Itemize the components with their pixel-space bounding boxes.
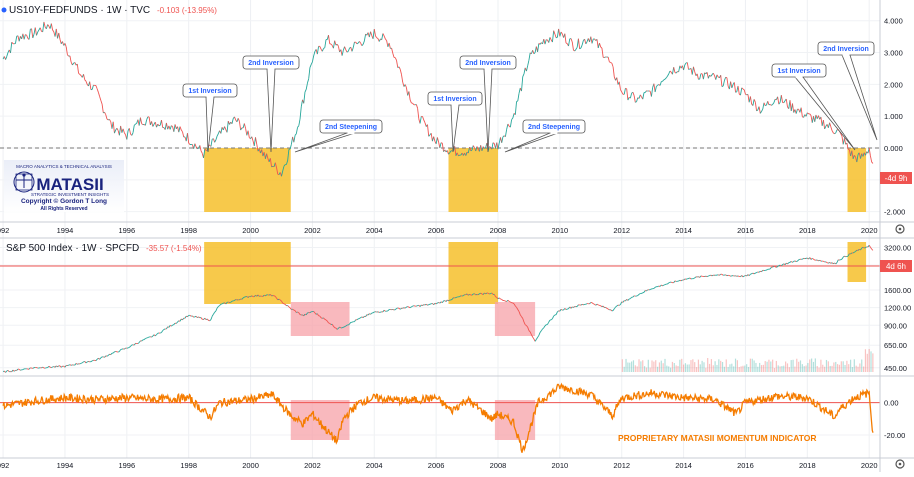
gear-icon[interactable]: [896, 225, 904, 233]
price-axis-tick: 4.000: [884, 17, 903, 26]
panel3-background: [0, 378, 880, 458]
price-axis-tick: 3.000: [884, 49, 903, 58]
time-axis-tick: 2000: [242, 226, 259, 235]
price-axis-tick: -20.00: [884, 431, 905, 440]
time-axis-tick: 2010: [552, 461, 569, 470]
inversion-zone-panel2: [204, 242, 291, 304]
inversion-zone-panel2: [449, 242, 498, 304]
price-axis-tick: 0.000: [884, 144, 903, 153]
panel1-interval: 1W: [106, 5, 122, 16]
time-axis-tick: 2018: [799, 226, 816, 235]
logo-tagline: MACRO ANALYTICS & TECHNICAL ANALYSIS: [16, 164, 112, 169]
logo-rights: All Rights Reserved: [40, 206, 87, 212]
callout-label: 1st Inversion: [777, 68, 820, 75]
matasii-logo: MACRO ANALYTICS & TECHNICAL ANALYSIS MAT…: [4, 160, 124, 212]
recession-zone-panel2: [291, 302, 350, 336]
time-axis-tick: 1994: [57, 461, 74, 470]
callout-label: 2nd Steepening: [325, 124, 377, 131]
time-axis-tick: 2008: [490, 461, 507, 470]
price-axis-panel3[interactable]: 0.00 -20.00: [884, 399, 905, 440]
legend-panel1[interactable]: US10Y-FEDFUNDS · 1W · TVC -0.103 (-13.95…: [2, 5, 218, 16]
panel2-background: [0, 240, 880, 374]
svg-text:US10Y-FEDFUNDS ·: US10Y-FEDFUNDS · 1W · TVC -0.103 (-13.95…: [9, 5, 217, 16]
callout-label: 1st Inversion: [433, 96, 476, 103]
time-axis-tick: 2004: [366, 226, 383, 235]
price-axis-tick: 450.00: [884, 364, 907, 373]
price-axis-tick: 0.00: [884, 399, 899, 408]
price-axis-tick: 1.000: [884, 112, 903, 121]
time-axis-tick: 1994: [57, 226, 74, 235]
time-axis-tick: 2020: [861, 461, 878, 470]
callout-label: 2nd Inversion: [823, 46, 869, 53]
time-axis-tick: 1996: [118, 461, 135, 470]
time-axis-tick: 2012: [613, 461, 630, 470]
time-axis-tick: 2018: [799, 461, 816, 470]
panel2-interval: 1W: [81, 243, 97, 254]
callout-label: 1st Inversion: [188, 88, 231, 95]
time-axis-bottom[interactable]: 992 1994 1996 1998 2000 2002 2004 2006 2008 2010 2…: [0, 461, 878, 470]
time-axis-tick: 2014: [675, 461, 692, 470]
time-axis-tick: 2004: [366, 461, 383, 470]
callout-label: 2nd Inversion: [248, 60, 294, 67]
price-axis-tick: 3200.00: [884, 243, 911, 252]
time-axis-tick: 992: [0, 461, 9, 470]
time-axis-tick: 1998: [180, 461, 197, 470]
time-axis-tick: 2006: [428, 226, 445, 235]
callout-label: 2nd Inversion: [465, 60, 511, 67]
logo-copyright: Copyright © Gordon T Long: [21, 197, 107, 205]
time-axis-tick: 1998: [180, 226, 197, 235]
price-axis-tick: 650.00: [884, 341, 907, 350]
time-axis-tick: 2016: [737, 461, 754, 470]
time-axis-tick: 2012: [613, 226, 630, 235]
momentum-indicator-label: PROPRIETARY MATASII MOMENTUM INDICATOR: [618, 433, 817, 443]
callout-label: 2nd Steepening: [528, 124, 580, 131]
panel2-change: -35.57 (-1.54%): [146, 244, 202, 253]
gear-icon[interactable]: [896, 460, 904, 468]
inversion-zone-panel1: [848, 148, 867, 212]
legend-panel2[interactable]: S&P 500 Index · 1W · SPCFD -35.57 (-1.54…: [6, 243, 202, 254]
panel1-change: -0.103 (-13.95%): [157, 6, 217, 15]
time-axis-top[interactable]: 992 1994 1996 1998 2000 2002 2004 2006 2008 2010 2…: [0, 226, 878, 235]
countdown-marker-panel2: 4d 6h: [880, 260, 912, 272]
price-axis-tick: 2.000: [884, 80, 903, 89]
time-axis-tick: 2020: [861, 226, 878, 235]
panel1-source: TVC: [130, 5, 150, 16]
countdown-panel1: -4d 9h: [885, 174, 908, 183]
time-axis-tick: 2002: [304, 226, 321, 235]
time-axis-tick: 2014: [675, 226, 692, 235]
inversion-zone-panel1: [204, 148, 291, 212]
price-axis-tick: 1600.00: [884, 286, 911, 295]
time-axis-tick: 2006: [428, 461, 445, 470]
price-axis-tick: 900.00: [884, 321, 907, 330]
panel1-symbol: US10Y-FEDFUNDS: [9, 5, 98, 16]
time-axis-tick: 2002: [304, 461, 321, 470]
time-axis-tick: 2008: [490, 226, 507, 235]
time-axis-tick: 1996: [118, 226, 135, 235]
panel1-background: [0, 0, 880, 220]
svg-text:S&P 500 Index ·: S&P 500 Index · 1W · SPCFD -35.57 (-1.54…: [6, 243, 202, 254]
price-axis-tick: 1200.00: [884, 304, 911, 313]
time-axis-tick: 2010: [552, 226, 569, 235]
time-axis-tick: 992: [0, 226, 9, 235]
time-axis-tick: 2000: [242, 461, 259, 470]
time-axis-tick: 2016: [737, 226, 754, 235]
panel2-symbol: S&P 500 Index: [6, 243, 73, 254]
price-axis-tick: -2.000: [884, 208, 905, 217]
panel2-source: SPCFD: [105, 243, 139, 254]
countdown-panel2: 4d 6h: [886, 262, 906, 271]
inversion-zone-panel1: [449, 148, 498, 212]
logo-subtitle: STRATEGIC INVESTMENT INSIGHTS: [31, 192, 109, 197]
countdown-marker-panel1: -4d 9h: [880, 172, 912, 184]
